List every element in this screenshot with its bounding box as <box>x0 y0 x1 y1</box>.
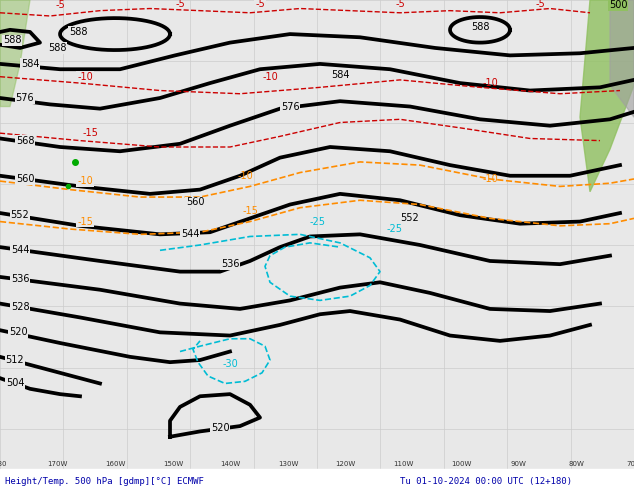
Text: -25: -25 <box>310 217 326 226</box>
Text: 130W: 130W <box>278 461 299 466</box>
Text: Tu 01-10-2024 00:00 UTC (12+180): Tu 01-10-2024 00:00 UTC (12+180) <box>400 477 572 486</box>
Bar <box>0 469 634 490</box>
Text: 576: 576 <box>16 93 34 103</box>
Text: -5: -5 <box>175 0 185 9</box>
Text: 560: 560 <box>16 174 34 184</box>
Text: -30: -30 <box>222 359 238 369</box>
Text: 504: 504 <box>6 378 24 389</box>
Text: 170W: 170W <box>48 461 68 466</box>
Text: 512: 512 <box>6 355 24 365</box>
Text: 568: 568 <box>16 136 34 146</box>
Text: 70W: 70W <box>626 461 634 466</box>
Text: 552: 552 <box>401 213 419 223</box>
Text: 588: 588 <box>471 22 489 32</box>
Text: -5: -5 <box>255 0 265 9</box>
Text: -10: -10 <box>77 176 93 186</box>
Text: -5: -5 <box>535 0 545 9</box>
Text: 584: 584 <box>21 59 39 69</box>
Text: -25: -25 <box>387 224 403 234</box>
Text: -15: -15 <box>77 217 93 226</box>
Text: 520: 520 <box>210 423 230 433</box>
Text: -5: -5 <box>55 0 65 10</box>
Text: -10: -10 <box>262 72 278 82</box>
Text: 588: 588 <box>48 43 66 53</box>
Text: -10: -10 <box>77 72 93 82</box>
Text: 544: 544 <box>181 229 199 239</box>
Text: 90W: 90W <box>511 461 527 466</box>
Text: 120W: 120W <box>335 461 356 466</box>
Text: 584: 584 <box>331 70 349 79</box>
Text: 180: 180 <box>0 461 7 466</box>
Text: 576: 576 <box>281 101 299 112</box>
Text: 544: 544 <box>11 245 29 255</box>
Text: -10: -10 <box>237 171 253 181</box>
Text: 536: 536 <box>11 274 29 284</box>
Text: 588: 588 <box>68 27 87 37</box>
Polygon shape <box>610 0 634 117</box>
Text: -15: -15 <box>82 128 98 138</box>
Text: 500: 500 <box>609 0 627 10</box>
Text: 520: 520 <box>9 327 27 337</box>
Polygon shape <box>0 0 30 106</box>
Text: 552: 552 <box>11 210 29 220</box>
Text: 528: 528 <box>11 302 29 312</box>
Text: 560: 560 <box>186 197 204 207</box>
Text: -5: -5 <box>395 0 405 9</box>
Text: 588: 588 <box>3 35 22 46</box>
Text: 80W: 80W <box>569 461 585 466</box>
Text: 110W: 110W <box>393 461 413 466</box>
Text: 100W: 100W <box>451 461 471 466</box>
Text: -15: -15 <box>242 206 258 216</box>
Text: 160W: 160W <box>105 461 126 466</box>
Text: 140W: 140W <box>221 461 241 466</box>
Text: 536: 536 <box>221 259 239 269</box>
Text: -10: -10 <box>482 78 498 88</box>
Text: Height/Temp. 500 hPa [gdmp][°C] ECMWF: Height/Temp. 500 hPa [gdmp][°C] ECMWF <box>5 477 204 486</box>
Text: 150W: 150W <box>163 461 183 466</box>
Text: -10: -10 <box>482 174 498 184</box>
Polygon shape <box>580 0 634 192</box>
